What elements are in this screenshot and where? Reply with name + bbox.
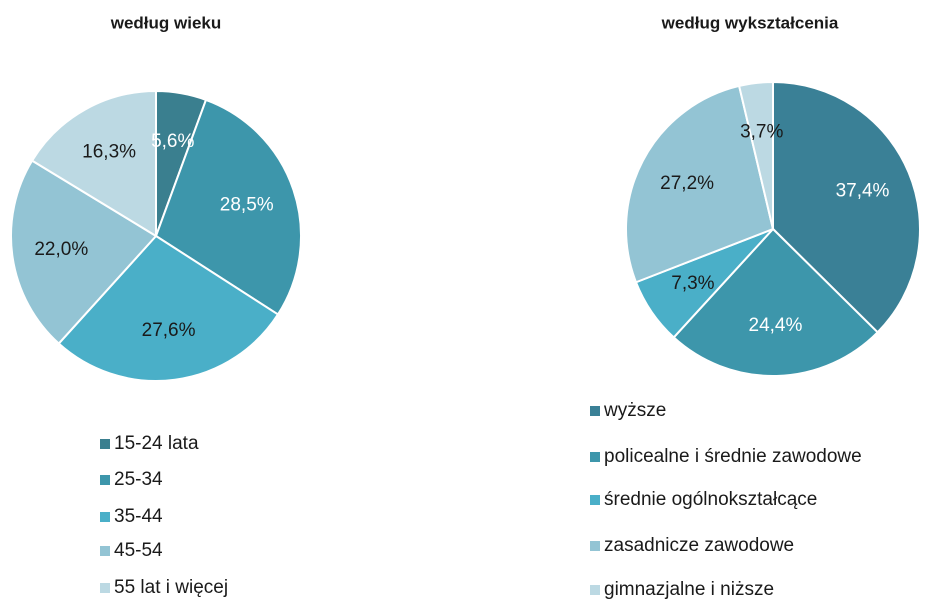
legend-swatch (590, 541, 600, 551)
pie-slice (10, 159, 158, 345)
data-label: 37,4% (836, 181, 890, 202)
legend-label: wyższe (603, 400, 666, 421)
data-label: 28,5% (220, 195, 274, 216)
pie-slice (737, 80, 774, 230)
data-label: 27,2% (660, 173, 714, 194)
legend-swatch (100, 475, 110, 485)
data-label: 22,0% (34, 239, 88, 260)
pie-slice (672, 227, 880, 377)
legend-label: 45-54 (114, 540, 163, 561)
legend-label: średnie ogólnokształcące (604, 489, 817, 510)
legend-label: zasadnicze zawodowe (604, 535, 794, 556)
chart-title: według wykształcenia (661, 13, 839, 32)
data-label: 5,6% (151, 131, 194, 152)
legend-swatch (100, 546, 110, 556)
data-label: 16,3% (82, 142, 136, 163)
data-label: 27,6% (142, 320, 196, 341)
legend-swatch (100, 512, 110, 522)
chart-title: według wieku (110, 13, 222, 32)
legend-swatch (100, 583, 110, 593)
legend-swatch (590, 585, 600, 595)
legend-label: gimnazjalne i niższe (604, 579, 774, 599)
legend-label: 15-24 lata (114, 433, 199, 454)
legend-label: 25-34 (114, 469, 163, 490)
data-label: 3,7% (740, 122, 783, 143)
legend-label: policealne i średnie zawodowe (604, 446, 862, 467)
legend-label: 35-44 (114, 506, 163, 527)
legend-swatch (590, 495, 600, 505)
legend-label: 55 lat i więcej (114, 577, 228, 598)
pie-slice (772, 80, 921, 334)
legend-swatch (590, 452, 600, 462)
data-label: 7,3% (671, 273, 714, 294)
pie-slice (625, 84, 775, 284)
data-label: 24,4% (749, 315, 803, 336)
pie-slice (154, 98, 302, 316)
pie-slice (57, 234, 280, 382)
legend-swatch (100, 439, 110, 449)
pie-slice (30, 89, 157, 238)
legend-swatch (590, 406, 600, 416)
